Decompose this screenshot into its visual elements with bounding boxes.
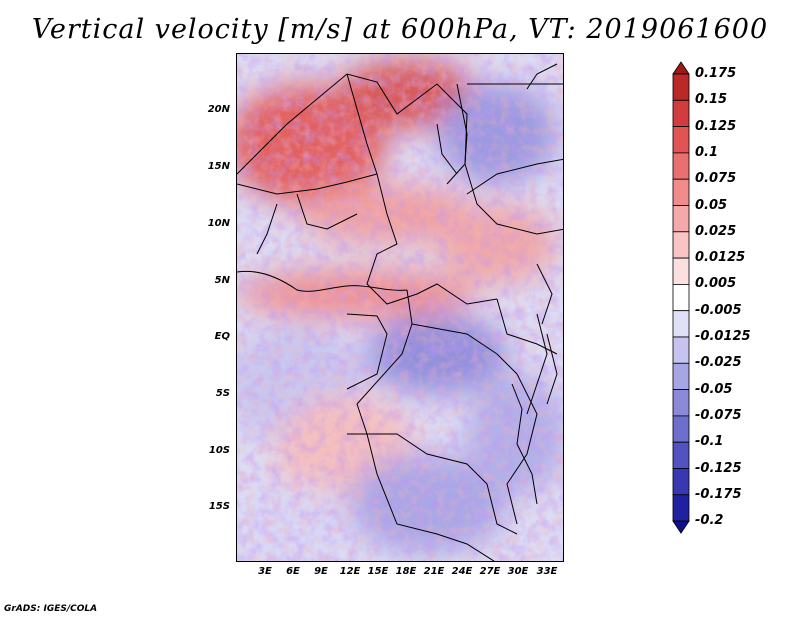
lat-label-15s: 15S	[208, 501, 230, 512]
colorbar-label: 0.025	[695, 223, 737, 239]
colorbar-swatch	[672, 205, 690, 233]
lon-label-27e: 27E	[479, 566, 501, 577]
colorbar-label: 0.15	[695, 92, 728, 108]
colorbar-label: -0.1	[695, 434, 724, 450]
map-panel	[236, 53, 564, 562]
lat-label-15n: 15N	[207, 161, 230, 172]
colorbar-label: -0.125	[695, 460, 742, 476]
colorbar-swatch	[672, 231, 690, 259]
lon-label-12e: 12E	[339, 566, 361, 577]
lon-label-33e: 33E	[536, 566, 558, 577]
colorbar-swatch	[672, 362, 690, 390]
colorbar-label: -0.075	[695, 407, 742, 423]
colorbar-swatch	[672, 415, 690, 443]
lon-label-3e: 3E	[258, 566, 272, 577]
colorbar-label: -0.025	[695, 355, 742, 371]
colorbar-label: 0.005	[695, 276, 737, 292]
colorbar-swatch	[672, 99, 690, 127]
colorbar-swatch	[672, 310, 690, 338]
colorbar	[672, 61, 690, 534]
colorbar-swatch	[672, 126, 690, 154]
colorbar-label: 0.05	[695, 197, 728, 213]
colorbar-bottom-arrow	[672, 520, 690, 534]
lon-label-21e: 21E	[423, 566, 445, 577]
lat-label-5n: 5N	[214, 275, 230, 286]
lon-label-30e: 30E	[507, 566, 529, 577]
lat-label-10n: 10N	[207, 218, 230, 229]
colorbar-swatch	[672, 178, 690, 206]
colorbar-swatch	[672, 73, 690, 101]
lat-label-20n: 20N	[207, 104, 230, 115]
colorbar-swatch	[672, 257, 690, 285]
colorbar-swatch	[672, 389, 690, 417]
colorbar-label: 0.175	[695, 66, 737, 81]
colorbar-label: 0.075	[695, 171, 737, 187]
colorbar-label: 0.0125	[695, 250, 746, 266]
colorbar-swatch	[672, 441, 690, 469]
colorbar-label: -0.005	[695, 302, 742, 318]
colorbar-label: -0.05	[695, 381, 733, 397]
lat-label-10s: 10S	[208, 445, 230, 456]
colorbar-swatch	[672, 283, 690, 312]
colorbar-label: 0.125	[695, 118, 737, 134]
colorbar-top-arrow	[672, 61, 690, 75]
colorbar-swatch	[672, 152, 690, 180]
chart-title: Vertical velocity [m/s] at 600hPa, VT: 2…	[31, 14, 769, 45]
grads-credit: GrADS: IGES/COLA	[4, 604, 98, 614]
colorbar-label: 0.1	[695, 144, 719, 160]
colorbar-swatch	[672, 494, 690, 522]
lon-label-24e: 24E	[451, 566, 473, 577]
lat-label-eq: EQ	[214, 331, 230, 342]
lon-label-15e: 15E	[367, 566, 389, 577]
colorbar-swatch	[672, 336, 690, 364]
colorbar-label: -0.175	[695, 486, 742, 502]
velocity-field-map	[237, 54, 563, 561]
colorbar-swatch	[672, 468, 690, 496]
lat-label-5s: 5S	[215, 388, 230, 399]
colorbar-label: -0.2	[695, 513, 724, 529]
lon-label-6e: 6E	[286, 566, 300, 577]
colorbar-label: -0.0125	[695, 329, 751, 344]
lon-label-18e: 18E	[395, 566, 417, 577]
lon-label-9e: 9E	[314, 566, 328, 577]
